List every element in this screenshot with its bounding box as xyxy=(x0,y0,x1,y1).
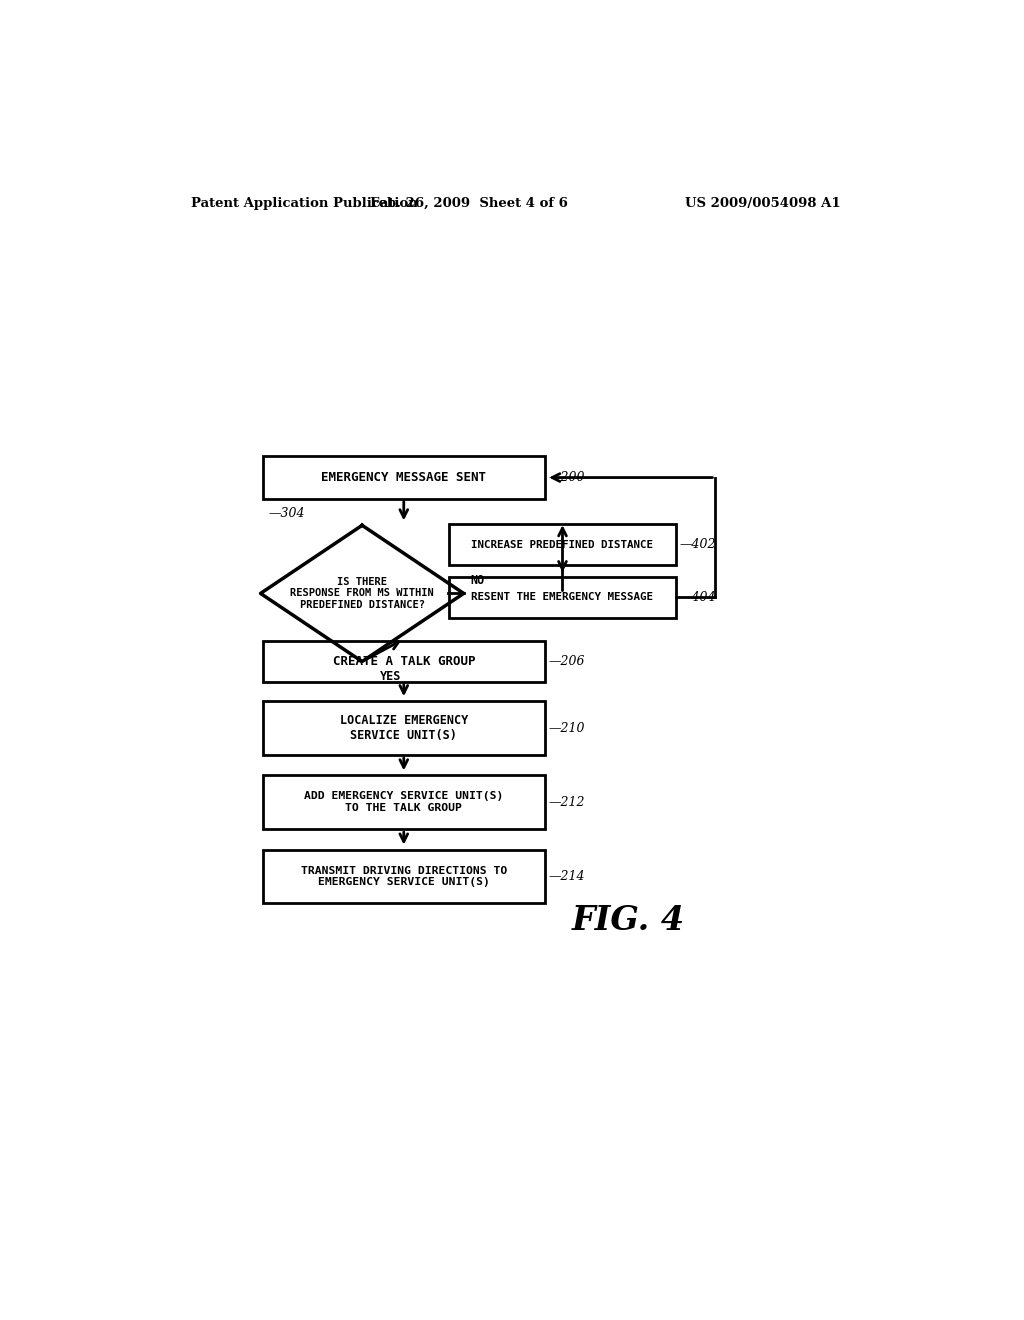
Text: —210: —210 xyxy=(549,722,585,735)
Bar xyxy=(263,850,545,903)
Text: —206: —206 xyxy=(549,655,585,668)
Text: —214: —214 xyxy=(549,870,585,883)
Text: EMERGENCY MESSAGE SENT: EMERGENCY MESSAGE SENT xyxy=(322,471,486,484)
Bar xyxy=(263,642,545,682)
Text: FIG. 4: FIG. 4 xyxy=(571,904,684,937)
Text: —212: —212 xyxy=(549,796,585,809)
Text: INCREASE PREDEFINED DISTANCE: INCREASE PREDEFINED DISTANCE xyxy=(471,540,653,549)
Text: ADD EMERGENCY SERVICE UNIT(S)
TO THE TALK GROUP: ADD EMERGENCY SERVICE UNIT(S) TO THE TAL… xyxy=(304,792,504,813)
Bar xyxy=(263,775,545,829)
Text: —200: —200 xyxy=(549,471,585,484)
Text: NO: NO xyxy=(470,574,484,587)
Text: —404: —404 xyxy=(680,591,716,605)
Bar xyxy=(450,524,676,565)
Text: —402: —402 xyxy=(680,539,716,552)
Bar xyxy=(263,457,545,499)
Text: US 2009/0054098 A1: US 2009/0054098 A1 xyxy=(685,197,841,210)
Polygon shape xyxy=(260,525,464,661)
Bar xyxy=(450,577,676,618)
Text: —304: —304 xyxy=(268,507,305,520)
Text: CREATE A TALK GROUP: CREATE A TALK GROUP xyxy=(333,655,475,668)
Text: RESENT THE EMERGENCY MESSAGE: RESENT THE EMERGENCY MESSAGE xyxy=(471,593,653,602)
Text: Feb. 26, 2009  Sheet 4 of 6: Feb. 26, 2009 Sheet 4 of 6 xyxy=(371,197,568,210)
Text: LOCALIZE EMERGENCY
SERVICE UNIT(S): LOCALIZE EMERGENCY SERVICE UNIT(S) xyxy=(340,714,468,742)
Text: Patent Application Publication: Patent Application Publication xyxy=(191,197,418,210)
Text: TRANSMIT DRIVING DIRECTIONS TO
EMERGENCY SERVICE UNIT(S): TRANSMIT DRIVING DIRECTIONS TO EMERGENCY… xyxy=(301,866,507,887)
Text: YES: YES xyxy=(380,669,401,682)
Text: IS THERE
RESPONSE FROM MS WITHIN
PREDEFINED DISTANCE?: IS THERE RESPONSE FROM MS WITHIN PREDEFI… xyxy=(290,577,434,610)
Bar xyxy=(263,701,545,755)
